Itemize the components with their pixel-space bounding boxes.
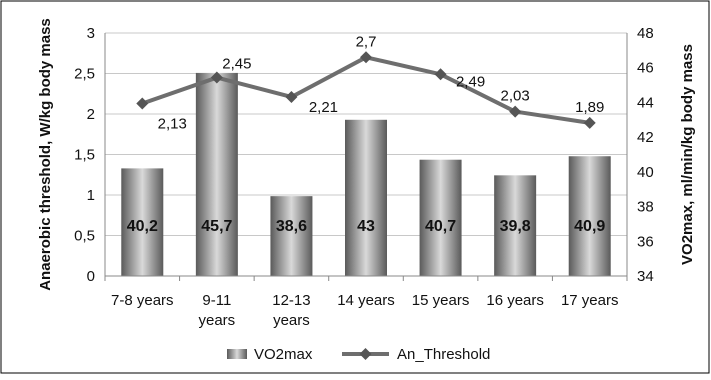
y-left-axis-title: Anaerobic threshold, W/kg body mass [37,18,54,291]
y-left-tick-label: 2 [87,106,95,123]
line-data-label: 2,49 [456,73,485,90]
y-right-tick-label: 40 [637,164,654,181]
x-tick-label: years [199,312,236,329]
y-left-tick-label: 1 [87,187,95,204]
bar-vo2max [494,175,537,276]
legend-marker-an-threshold [359,348,372,360]
bar-data-label: 39,8 [500,218,531,235]
bar-data-label: 40,9 [574,218,605,235]
legend-swatch-vo2max [227,349,247,359]
an-threshold-point [136,97,149,110]
y-left-tick-label: 3 [87,25,95,42]
data-labels: 40,2 45,7 38,6 43 40,7 39,8 40,9 2,13 2,45 2,21 2,… [127,33,606,235]
y-right-tick-label: 44 [637,94,654,111]
line-data-label: 2,21 [309,99,338,116]
x-tick-label: years [273,312,310,329]
bar-vo2max [345,119,387,277]
y-left-tick-label: 0,5 [74,228,95,245]
line-data-label: 2,7 [356,33,377,50]
bar-data-label: 43 [357,218,375,235]
bar-vo2max [419,159,462,276]
bar-vo2max [270,196,313,276]
line-series-an-threshold [136,51,596,129]
an-threshold-point [509,105,522,118]
line-data-label: 2,13 [158,115,187,132]
bar-series-vo2max [121,72,611,277]
bar-vo2max [195,72,238,277]
y-left-tick-label: 0 [87,268,95,285]
bar-vo2max [568,156,611,276]
bar-data-label: 40,2 [127,218,158,235]
y-right-tick-label: 38 [637,199,654,216]
legend-label-vo2max: VO2max [254,346,313,363]
an-threshold-point [210,71,223,84]
y-left-tick-label: 2,5 [74,66,95,83]
axes: 0 0,5 1 1,5 2 2,5 3 34 36 38 40 42 44 46 48 Anaerobic t… [37,18,696,329]
y-right-tick-label: 48 [637,25,654,42]
x-tick-label: 16 years [486,292,544,309]
x-tick-label: 14 years [337,292,395,309]
y-right-tick-label: 36 [637,233,654,250]
line-data-label: 2,45 [222,56,251,73]
line-data-label: 1,89 [575,99,604,116]
line-data-label: 2,03 [501,88,530,105]
an-threshold-point [434,68,447,81]
legend: VO2max An_Threshold [227,346,490,363]
x-tick-label: 15 years [412,292,470,309]
bar-data-label: 45,7 [201,218,232,235]
x-tick-label: 17 years [561,292,619,309]
x-tick-label: 7-8 years [111,292,174,309]
y-right-tick-label: 46 [637,60,654,77]
x-tick-label: 12-13 [272,292,310,309]
legend-label-an-threshold: An_Threshold [397,346,490,363]
bar-vo2max [121,168,164,276]
an-threshold-point [583,116,596,129]
y-right-tick-label: 42 [637,129,654,146]
bar-data-label: 38,6 [276,218,307,235]
y-right-tick-label: 34 [637,268,654,285]
an-threshold-point [285,90,298,103]
an-threshold-point [360,51,372,64]
bar-data-label: 40,7 [425,218,456,235]
x-tick-label: 9-11 [202,292,231,309]
y-left-tick-label: 1,5 [74,147,95,164]
y-right-axis-title: VO2max, ml/min/kg body mass [679,44,696,265]
